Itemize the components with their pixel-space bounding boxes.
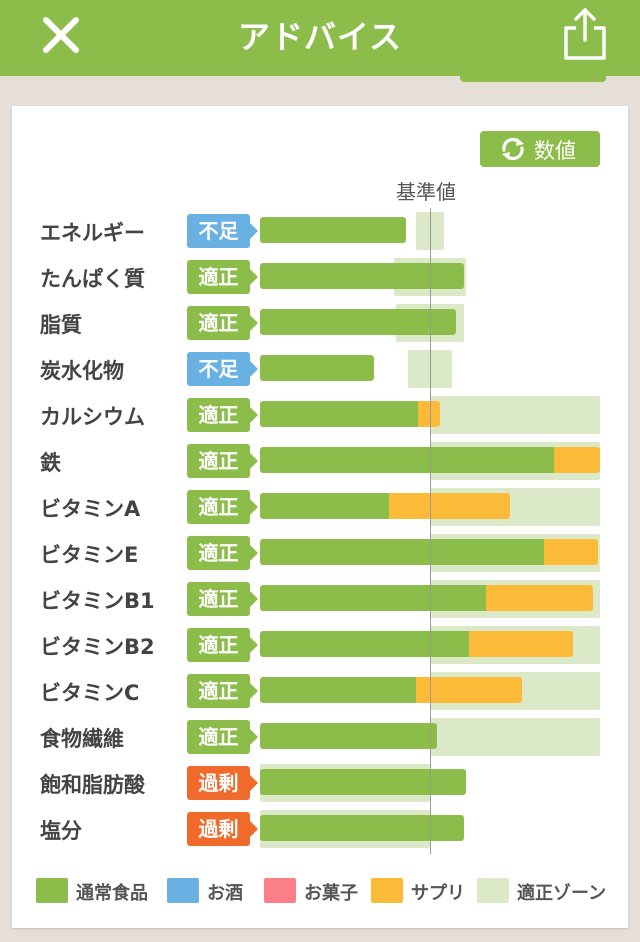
adequate-zone — [430, 396, 600, 434]
supplement-bar — [418, 401, 441, 427]
status-badge: 不足 — [187, 214, 258, 248]
nutrient-label: 塩分 — [40, 819, 82, 843]
nutrient-row: 食物繊維 適正 — [0, 717, 640, 757]
normal-food-bar — [260, 309, 456, 335]
nutrient-row: 飽和脂肪酸 過剰 — [0, 763, 640, 803]
status-badge: 適正 — [187, 306, 258, 340]
legend-label: 通常食品 — [76, 883, 148, 904]
nutrient-row: 脂質 適正 — [0, 303, 640, 343]
supplement-bar — [543, 539, 599, 565]
reference-label: 基準値 — [396, 180, 456, 204]
page-title: アドバイス — [237, 18, 403, 56]
supplement-bar — [389, 493, 510, 519]
legend-swatch — [36, 878, 68, 903]
nutrient-label: ビタミンB1 — [40, 589, 155, 613]
status-badge: 適正 — [187, 260, 258, 294]
legend-swatch — [477, 878, 509, 903]
nutrient-label: カルシウム — [40, 405, 145, 429]
nutrient-label: 鉄 — [40, 451, 61, 475]
normal-food-bar — [260, 769, 466, 795]
normal-food-bar — [260, 217, 407, 243]
status-badge: 適正 — [187, 582, 258, 616]
nutrient-row: 炭水化物 不足 — [0, 349, 640, 389]
supplement-bar — [416, 677, 522, 703]
nutrient-label: 食物繊維 — [40, 727, 124, 751]
status-badge: 適正 — [187, 398, 258, 432]
app-header: アドバイス — [0, 0, 640, 76]
normal-food-bar — [260, 631, 470, 657]
numeric-toggle-label: 数値 — [534, 139, 576, 163]
normal-food-bar — [260, 539, 544, 565]
nutrient-label: ビタミンC — [40, 681, 140, 705]
legend-swatch — [167, 878, 199, 903]
nutrient-row: ビタミンB1 適正 — [0, 579, 640, 619]
share-icon[interactable] — [556, 4, 614, 62]
normal-food-bar — [260, 355, 374, 381]
nutrient-label: ビタミンA — [40, 497, 141, 521]
nutrient-row: ビタミンE 適正 — [0, 533, 640, 573]
normal-food-bar — [260, 401, 419, 427]
nutrient-row: エネルギー 不足 — [0, 211, 640, 251]
supplement-bar — [486, 585, 594, 611]
nutrient-label: たんぱく質 — [40, 267, 145, 291]
nutrient-row: ビタミンC 適正 — [0, 671, 640, 711]
nutrient-label: ビタミンB2 — [40, 635, 155, 659]
nutrient-label: 脂質 — [40, 313, 82, 337]
nutrient-row: カルシウム 適正 — [0, 395, 640, 435]
numeric-toggle-button[interactable]: 数値 — [480, 131, 600, 167]
nutrient-row: たんぱく質 適正 — [0, 257, 640, 297]
nutrient-label: エネルギー — [40, 221, 145, 245]
legend-swatch — [264, 878, 296, 903]
nutrient-row: 塩分 過剰 — [0, 809, 640, 849]
close-icon[interactable] — [36, 10, 86, 60]
supplement-bar — [554, 447, 600, 473]
status-badge: 適正 — [187, 720, 258, 754]
normal-food-bar — [260, 815, 464, 841]
status-badge: 適正 — [187, 628, 258, 662]
normal-food-bar — [260, 585, 487, 611]
status-badge: 適正 — [187, 490, 258, 524]
nutrient-label: 飽和脂肪酸 — [40, 773, 145, 797]
legend-label: お酒 — [207, 883, 243, 904]
adequate-zone — [430, 718, 600, 756]
status-badge: 適正 — [187, 444, 258, 478]
chart-legend: 通常食品 お酒 お菓子 サプリ 適正ゾーン — [36, 877, 616, 907]
normal-food-bar — [260, 447, 555, 473]
normal-food-bar — [260, 677, 417, 703]
nutrient-row: 鉄 適正 — [0, 441, 640, 481]
legend-label: お菓子 — [304, 883, 358, 904]
status-badge: 不足 — [187, 352, 258, 386]
nutrient-row: ビタミンB2 適正 — [0, 625, 640, 665]
normal-food-bar — [260, 493, 390, 519]
status-badge: 適正 — [187, 536, 258, 570]
normal-food-bar — [260, 263, 464, 289]
refresh-icon — [502, 137, 524, 161]
legend-label: 適正ゾーン — [517, 883, 607, 904]
status-badge: 過剰 — [187, 812, 258, 846]
adequate-zone — [407, 350, 453, 388]
nutrient-row: ビタミンA 適正 — [0, 487, 640, 527]
status-badge: 適正 — [187, 674, 258, 708]
supplement-bar — [469, 631, 573, 657]
reference-line — [430, 208, 431, 854]
legend-label: サプリ — [411, 883, 465, 904]
status-badge: 過剰 — [187, 766, 258, 800]
normal-food-bar — [260, 723, 437, 749]
legend-swatch — [371, 878, 403, 903]
nutrient-label: ビタミンE — [40, 543, 139, 567]
nutrient-label: 炭水化物 — [40, 359, 124, 383]
adequate-zone — [416, 212, 444, 250]
